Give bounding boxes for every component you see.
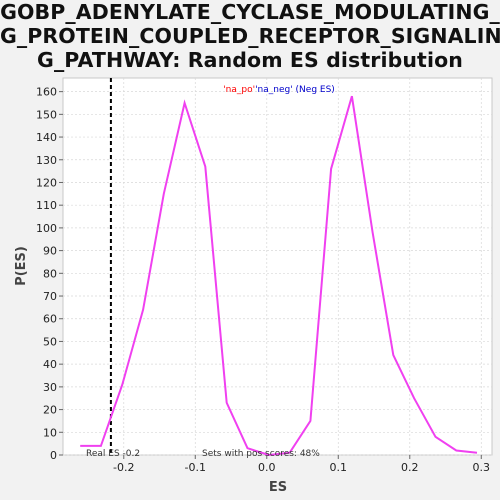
y-axis-label: P(ES) [14,246,29,286]
y-tick-label: 50 [43,335,57,348]
x-tick-label: 0.1 [330,461,348,474]
x-tick-label: 0.0 [258,461,276,474]
y-tick-label: 60 [43,313,57,326]
legend-suffix: (Neg ES) [293,85,335,95]
y-tick-label: 140 [36,131,57,144]
y-tick-label: 100 [36,222,57,235]
y-tick-label: 20 [43,404,57,417]
y-tick-label: 80 [43,267,57,280]
y-tick-label: 30 [43,381,57,394]
x-tick-label: -0.2 [113,461,134,474]
y-tick-label: 160 [36,86,57,99]
legend-pos-label: 'na_po' [223,85,255,95]
x-tick-label: 0.2 [401,461,419,474]
y-tick-label: 110 [36,199,57,212]
chart-title: GOBP_ADENYLATE_CYCLASE_MODULATING_ G_PRO… [0,0,500,72]
y-tick-label: 150 [36,108,57,121]
x-tick-label: 0.3 [473,461,491,474]
legend: 'na_po''na_neg' (Neg ES) [223,85,335,95]
x-tick-label: -0.1 [185,461,206,474]
y-tick-label: 0 [50,449,57,462]
y-tick-label: 70 [43,290,57,303]
y-tick-label: 120 [36,176,57,189]
title-line-3: G_PATHWAY: Random ES distribution [37,48,463,72]
pos-scores-label: Sets with pos scores: 48% [202,449,320,459]
y-tick-label: 40 [43,358,57,371]
plot-area [62,77,493,456]
y-tick-label: 130 [36,154,57,167]
y-tick-label: 90 [43,245,57,258]
y-tick-label: 10 [43,426,57,439]
x-axis-label: ES [269,480,287,495]
title-line-2: G_PROTEIN_COUPLED_RECEPTOR_SIGNALIN [0,24,500,48]
y-axis: 0 10 20 30 40 50 60 70 80 90 100 110 120 130 140 150 160 [36,86,63,462]
real-es-label: Real ES -0.2 [86,449,140,459]
series-line-neg-es [80,95,478,457]
x-axis: -0.2 -0.1 0.0 0.1 0.2 0.3 [113,455,490,474]
title-line-1: GOBP_ADENYLATE_CYCLASE_MODULATING_ [0,0,500,24]
legend-neg-label: 'na_neg' [255,85,293,95]
